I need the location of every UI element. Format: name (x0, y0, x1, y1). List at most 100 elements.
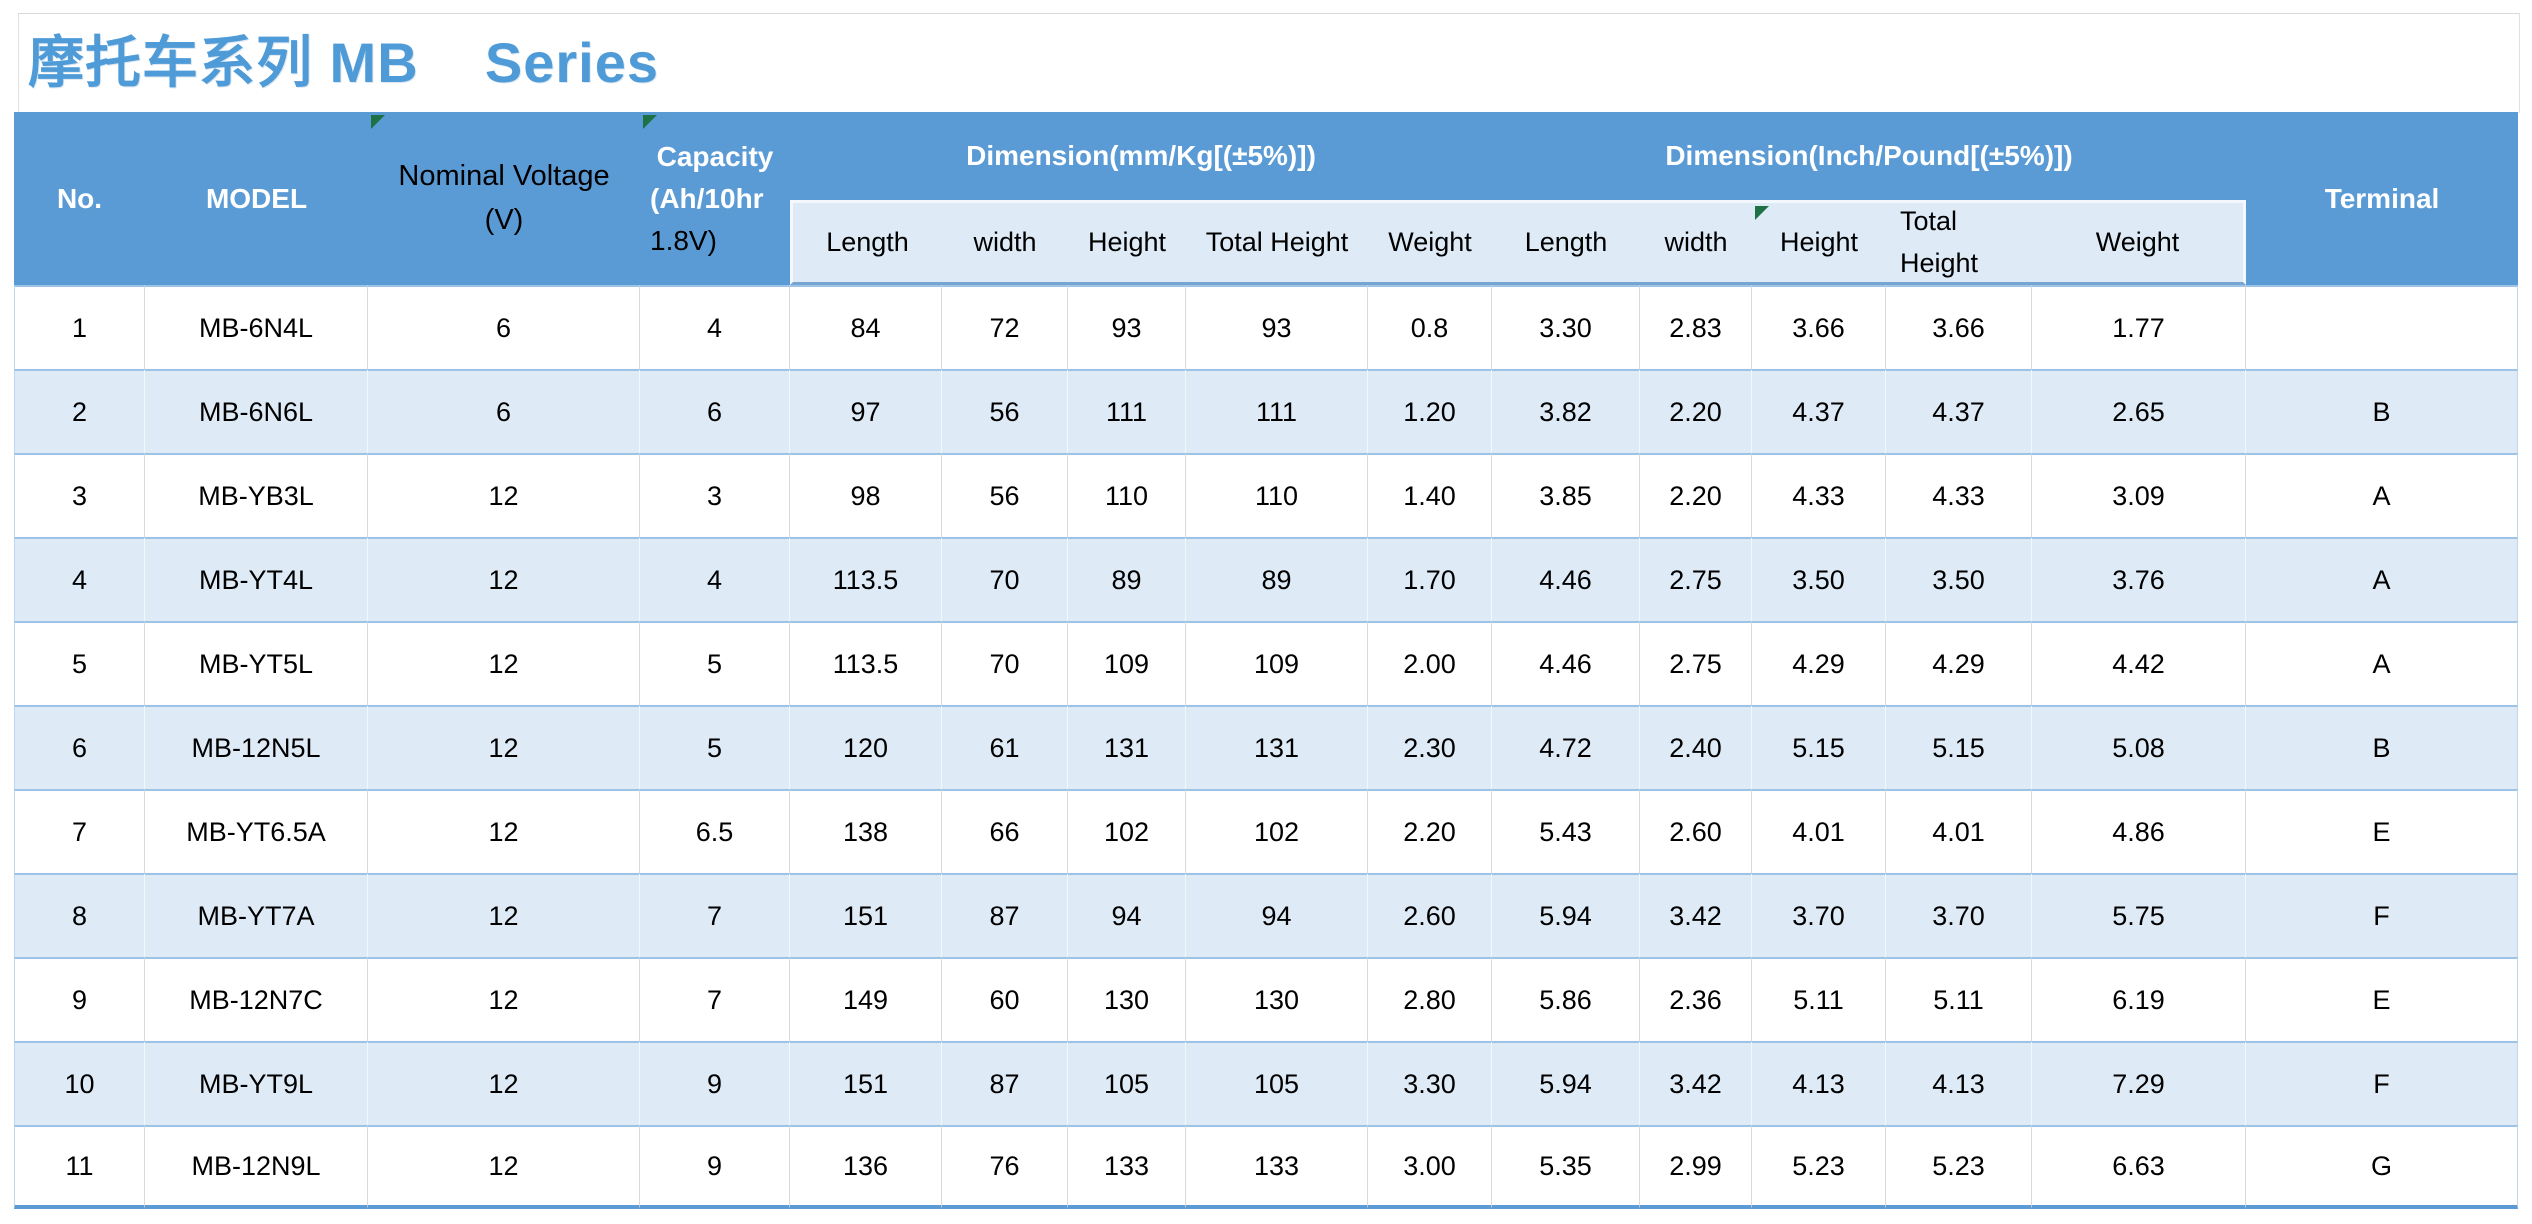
cell-height-mm[interactable]: 102 (1068, 789, 1186, 873)
cell-model[interactable]: MB-YT9L (145, 1041, 368, 1125)
header-no[interactable]: No. (14, 112, 145, 285)
cell-height-mm[interactable]: 110 (1068, 453, 1186, 537)
cell-length-inch[interactable]: 5.94 (1492, 1041, 1640, 1125)
cell-length-inch[interactable]: 3.82 (1492, 369, 1640, 453)
cell-total-height-inch[interactable]: 5.23 (1886, 1125, 2032, 1209)
cell-length-mm[interactable]: 84 (790, 285, 942, 369)
cell-width-inch[interactable]: 2.75 (1640, 537, 1752, 621)
cell-capacity[interactable]: 6 (640, 369, 790, 453)
cell-total-height-mm[interactable]: 133 (1186, 1125, 1368, 1209)
cell-weight-mm[interactable]: 1.20 (1368, 369, 1492, 453)
cell-height-mm[interactable]: 93 (1068, 285, 1186, 369)
cell-voltage[interactable]: 12 (368, 621, 640, 705)
cell-weight-mm[interactable]: 2.80 (1368, 957, 1492, 1041)
cell-row-no[interactable]: 10 (14, 1041, 145, 1125)
cell-capacity[interactable]: 5 (640, 705, 790, 789)
cell-length-inch[interactable]: 5.35 (1492, 1125, 1640, 1209)
cell-row-no[interactable]: 7 (14, 789, 145, 873)
cell-weight-inch[interactable]: 6.63 (2032, 1125, 2246, 1209)
cell-width-inch[interactable]: 2.36 (1640, 957, 1752, 1041)
cell-height-inch[interactable]: 4.13 (1752, 1041, 1886, 1125)
cell-total-height-inch[interactable]: 5.11 (1886, 957, 2032, 1041)
cell-total-height-mm[interactable]: 131 (1186, 705, 1368, 789)
cell-length-inch[interactable]: 5.86 (1492, 957, 1640, 1041)
cell-terminal[interactable]: B (2246, 705, 2518, 789)
cell-width-mm[interactable]: 70 (942, 537, 1068, 621)
cell-capacity[interactable]: 4 (640, 537, 790, 621)
cell-voltage[interactable]: 12 (368, 789, 640, 873)
cell-total-height-inch[interactable]: 4.37 (1886, 369, 2032, 453)
cell-weight-inch[interactable]: 3.76 (2032, 537, 2246, 621)
cell-capacity[interactable]: 7 (640, 957, 790, 1041)
cell-total-height-inch[interactable]: 4.13 (1886, 1041, 2032, 1125)
cell-capacity[interactable]: 5 (640, 621, 790, 705)
cell-width-mm[interactable]: 72 (942, 285, 1068, 369)
cell-voltage[interactable]: 12 (368, 1125, 640, 1209)
cell-height-mm[interactable]: 89 (1068, 537, 1186, 621)
cell-voltage[interactable]: 12 (368, 873, 640, 957)
cell-length-inch[interactable]: 3.30 (1492, 285, 1640, 369)
cell-voltage[interactable]: 12 (368, 705, 640, 789)
subheader-total-height-inch[interactable]: Total Height (1886, 200, 2032, 285)
cell-height-inch[interactable]: 4.33 (1752, 453, 1886, 537)
cell-total-height-inch[interactable]: 5.15 (1886, 705, 2032, 789)
cell-total-height-inch[interactable]: 3.66 (1886, 285, 2032, 369)
cell-voltage[interactable]: 12 (368, 537, 640, 621)
cell-total-height-mm[interactable]: 110 (1186, 453, 1368, 537)
cell-length-inch[interactable]: 5.43 (1492, 789, 1640, 873)
cell-row-no[interactable]: 2 (14, 369, 145, 453)
cell-terminal[interactable]: A (2246, 453, 2518, 537)
cell-height-inch[interactable]: 4.01 (1752, 789, 1886, 873)
subheader-total-height-mm[interactable]: Total Height (1186, 200, 1368, 285)
cell-total-height-mm[interactable]: 93 (1186, 285, 1368, 369)
cell-weight-inch[interactable]: 5.75 (2032, 873, 2246, 957)
cell-voltage[interactable]: 12 (368, 453, 640, 537)
cell-total-height-mm[interactable]: 111 (1186, 369, 1368, 453)
cell-model[interactable]: MB-YT4L (145, 537, 368, 621)
cell-weight-inch[interactable]: 4.42 (2032, 621, 2246, 705)
subheader-length-inch[interactable]: Length (1492, 200, 1640, 285)
cell-length-mm[interactable]: 151 (790, 1041, 942, 1125)
cell-length-mm[interactable]: 120 (790, 705, 942, 789)
cell-total-height-inch[interactable]: 4.29 (1886, 621, 2032, 705)
subheader-height-mm[interactable]: Height (1068, 200, 1186, 285)
cell-total-height-mm[interactable]: 105 (1186, 1041, 1368, 1125)
subheader-length-mm[interactable]: Length (790, 200, 942, 285)
cell-capacity[interactable]: 7 (640, 873, 790, 957)
cell-terminal[interactable]: B (2246, 369, 2518, 453)
subheader-width-inch[interactable]: width (1640, 200, 1752, 285)
cell-row-no[interactable]: 8 (14, 873, 145, 957)
cell-model[interactable]: MB-12N5L (145, 705, 368, 789)
cell-length-mm[interactable]: 113.5 (790, 537, 942, 621)
cell-total-height-inch[interactable]: 3.70 (1886, 873, 2032, 957)
cell-width-inch[interactable]: 3.42 (1640, 1041, 1752, 1125)
cell-model[interactable]: MB-YB3L (145, 453, 368, 537)
cell-total-height-mm[interactable]: 89 (1186, 537, 1368, 621)
cell-capacity[interactable]: 6.5 (640, 789, 790, 873)
cell-voltage[interactable]: 12 (368, 1041, 640, 1125)
cell-height-mm[interactable]: 105 (1068, 1041, 1186, 1125)
cell-terminal[interactable]: E (2246, 957, 2518, 1041)
cell-height-mm[interactable]: 130 (1068, 957, 1186, 1041)
cell-voltage[interactable]: 12 (368, 957, 640, 1041)
cell-capacity[interactable]: 9 (640, 1125, 790, 1209)
cell-weight-inch[interactable]: 7.29 (2032, 1041, 2246, 1125)
cell-row-no[interactable]: 6 (14, 705, 145, 789)
cell-weight-mm[interactable]: 2.60 (1368, 873, 1492, 957)
cell-weight-mm[interactable]: 1.70 (1368, 537, 1492, 621)
cell-width-mm[interactable]: 87 (942, 1041, 1068, 1125)
cell-width-inch[interactable]: 2.20 (1640, 369, 1752, 453)
cell-weight-mm[interactable]: 3.30 (1368, 1041, 1492, 1125)
header-dimension-inch[interactable]: Dimension(Inch/Pound[(±5%)]) (1492, 112, 2246, 200)
cell-weight-mm[interactable]: 0.8 (1368, 285, 1492, 369)
cell-width-mm[interactable]: 56 (942, 453, 1068, 537)
cell-length-mm[interactable]: 113.5 (790, 621, 942, 705)
cell-length-mm[interactable]: 149 (790, 957, 942, 1041)
cell-height-mm[interactable]: 111 (1068, 369, 1186, 453)
cell-height-inch[interactable]: 5.11 (1752, 957, 1886, 1041)
cell-terminal[interactable]: E (2246, 789, 2518, 873)
cell-terminal[interactable]: A (2246, 621, 2518, 705)
cell-length-mm[interactable]: 98 (790, 453, 942, 537)
cell-height-inch[interactable]: 3.66 (1752, 285, 1886, 369)
cell-length-mm[interactable]: 151 (790, 873, 942, 957)
